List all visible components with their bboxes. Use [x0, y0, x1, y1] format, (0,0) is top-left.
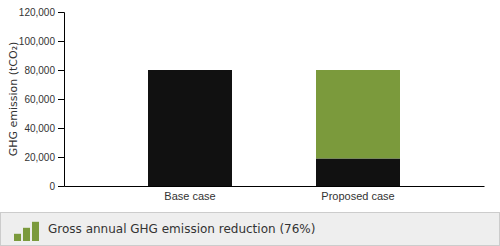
legend-swatch — [23, 228, 30, 241]
x-tick-label: Proposed case — [321, 190, 394, 202]
legend-swatch — [32, 222, 39, 241]
plot: 0 20,000 40,000 60,000 80,000 100,000 120,000 B… — [19, 7, 485, 202]
y-tick-mark — [58, 12, 64, 13]
y-tick-mark — [58, 186, 64, 187]
y-tick: 40,000 — [24, 123, 64, 134]
y-tick-label: 80,000 — [24, 65, 55, 76]
y-tick: 100,000 — [19, 36, 64, 47]
legend-label: Gross annual GHG emission reduction (76%… — [48, 222, 315, 236]
x-axis-line — [65, 186, 485, 187]
bars — [148, 70, 400, 186]
x-tick: Base case — [164, 186, 215, 202]
y-tick-mark — [58, 99, 64, 100]
legend-panel — [1, 213, 500, 246]
x-tick-label: Base case — [164, 190, 215, 202]
bar — [316, 158, 400, 186]
y-tick-label: 0 — [49, 181, 55, 192]
y-tick-label: 120,000 — [19, 7, 56, 18]
y-tick-mark — [58, 70, 64, 71]
y-axis: 0 20,000 40,000 60,000 80,000 100,000 120,000 — [19, 7, 65, 192]
y-tick-label: 20,000 — [24, 152, 55, 163]
bar — [148, 70, 232, 186]
y-tick: 60,000 — [24, 94, 64, 105]
y-tick: 0 — [49, 181, 64, 192]
y-axis-line — [58, 13, 65, 187]
y-tick: 20,000 — [24, 152, 64, 163]
y-tick-mark — [58, 128, 64, 129]
y-tick-label: 40,000 — [24, 123, 55, 134]
y-axis-title: GHG emission (tCO₂) — [7, 42, 20, 157]
x-axis: Base case Proposed case — [65, 186, 485, 202]
y-tick-mark — [58, 41, 64, 42]
bar — [316, 70, 400, 158]
legend: Gross annual GHG emission reduction (76%… — [1, 213, 500, 246]
chart: 0 20,000 40,000 60,000 80,000 100,000 120,000 B… — [0, 0, 500, 246]
legend-swatch — [14, 234, 21, 241]
bar-series — [316, 70, 400, 158]
legend-item: Gross annual GHG emission reduction (76%… — [14, 222, 315, 242]
y-tick-label: 60,000 — [24, 94, 55, 105]
x-tick: Proposed case — [321, 186, 394, 202]
bar-series — [148, 70, 400, 186]
y-tick-mark — [58, 157, 64, 158]
y-tick-label: 100,000 — [19, 36, 56, 47]
y-tick: 80,000 — [24, 65, 64, 76]
y-tick: 120,000 — [19, 7, 64, 18]
